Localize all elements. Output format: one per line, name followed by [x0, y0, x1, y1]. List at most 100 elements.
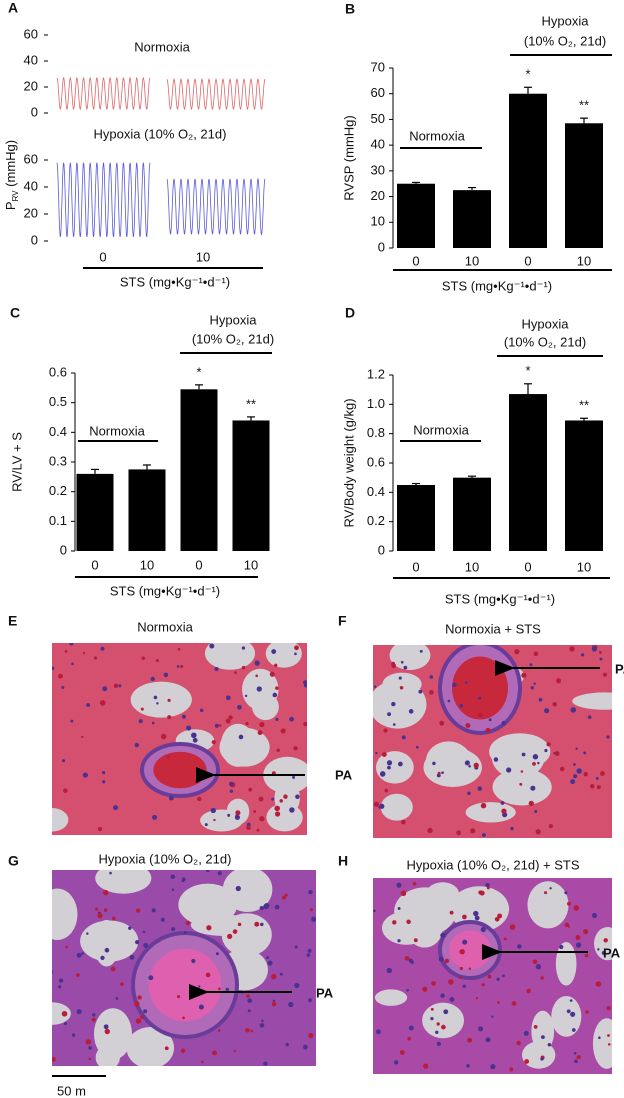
nucleus [459, 704, 464, 708]
nucleus [115, 997, 119, 1000]
nucleus [139, 1015, 144, 1020]
group-label: Hypoxia [522, 316, 570, 331]
nucleus [383, 728, 388, 733]
nucleus [258, 796, 264, 802]
nucleus [100, 646, 105, 651]
nucleus [289, 807, 295, 813]
nucleus [192, 737, 198, 743]
nucleus [102, 889, 109, 896]
nucleus [143, 1009, 148, 1014]
nucleus [180, 664, 184, 668]
nucleus [88, 1057, 92, 1061]
nucleus [82, 651, 86, 655]
vessel-lumen [449, 930, 491, 970]
nucleus [443, 1009, 449, 1015]
nucleus [61, 1010, 68, 1017]
nucleus [603, 938, 608, 943]
nucleus [459, 949, 465, 955]
alveolar-space [551, 995, 582, 1037]
nucleus [486, 886, 490, 890]
nucleus [376, 1029, 381, 1035]
nucleus [171, 888, 175, 891]
nucleus [155, 658, 160, 663]
nucleus [584, 953, 589, 958]
y-tick-label: 70 [371, 59, 385, 74]
nucleus [392, 920, 397, 925]
nucleus [439, 720, 445, 726]
nucleus [85, 1039, 92, 1045]
nucleus [412, 881, 417, 886]
nucleus [191, 958, 196, 964]
panel-title: Normoxia + STS [445, 621, 541, 636]
nucleus [521, 672, 527, 678]
y-tick-label: 0.2 [49, 483, 67, 498]
nucleus [134, 742, 139, 748]
y-tick-label: 0.1 [49, 513, 67, 528]
nucleus [589, 784, 595, 789]
nucleus [152, 814, 158, 820]
nucleus [444, 958, 450, 964]
vessel-lumen [153, 751, 207, 789]
nucleus [266, 956, 269, 959]
nucleus [245, 721, 249, 726]
nucleus [401, 735, 406, 740]
nucleus [491, 1015, 494, 1018]
nucleus [234, 671, 237, 675]
nucleus [427, 827, 433, 834]
panel-letter: C [10, 305, 20, 321]
nucleus [431, 981, 436, 986]
nucleus [408, 709, 414, 714]
nucleus [274, 663, 278, 667]
nucleus [259, 816, 265, 822]
nucleus [58, 978, 64, 983]
nucleus [597, 948, 600, 951]
nucleus [62, 759, 66, 763]
nucleus [467, 1037, 473, 1043]
nucleus [548, 823, 554, 829]
y-tick-label: 0.3 [49, 453, 67, 468]
marker-label: PA [615, 661, 624, 676]
panel-title: Hypoxia (10% O₂, 21d) [99, 851, 232, 866]
nucleus [109, 871, 112, 875]
nucleus [64, 650, 68, 653]
nucleus [573, 1051, 577, 1055]
nucleus [441, 771, 444, 775]
nucleus [391, 661, 396, 666]
y-tick-label: 1.0 [367, 396, 385, 411]
nucleus [574, 1059, 578, 1064]
nucleus [104, 947, 110, 953]
bar [397, 485, 435, 551]
y-tick-label: 0 [378, 542, 385, 557]
nucleus [569, 999, 573, 1002]
nucleus [606, 735, 610, 739]
nucleus [241, 646, 246, 650]
nucleus [86, 703, 91, 708]
nucleus [503, 937, 507, 941]
nucleus [549, 887, 552, 890]
nucleus [95, 907, 99, 911]
nucleus [209, 643, 215, 649]
nucleus [308, 1033, 314, 1039]
x-tick-label: 0 [195, 557, 202, 572]
nucleus [148, 975, 154, 981]
nucleus [544, 748, 548, 753]
nucleus [440, 932, 446, 938]
panel-letter: F [338, 613, 347, 629]
nucleus [213, 818, 216, 822]
y-tick-label: 40 [24, 52, 38, 67]
nucleus [519, 782, 523, 786]
nucleus [510, 826, 514, 831]
nucleus [153, 695, 158, 700]
y-axis-label-part: P [3, 201, 18, 210]
nucleus [263, 903, 269, 910]
nucleus [422, 986, 428, 992]
nucleus [532, 959, 538, 965]
nucleus [373, 909, 376, 913]
y-axis-label: PRV (mmHg) [3, 140, 20, 210]
nucleus [511, 1001, 517, 1006]
pressure-trace [166, 78, 266, 111]
nucleus [598, 1036, 601, 1039]
nucleus [120, 982, 124, 987]
nucleus [285, 1042, 289, 1047]
nucleus [61, 685, 65, 690]
